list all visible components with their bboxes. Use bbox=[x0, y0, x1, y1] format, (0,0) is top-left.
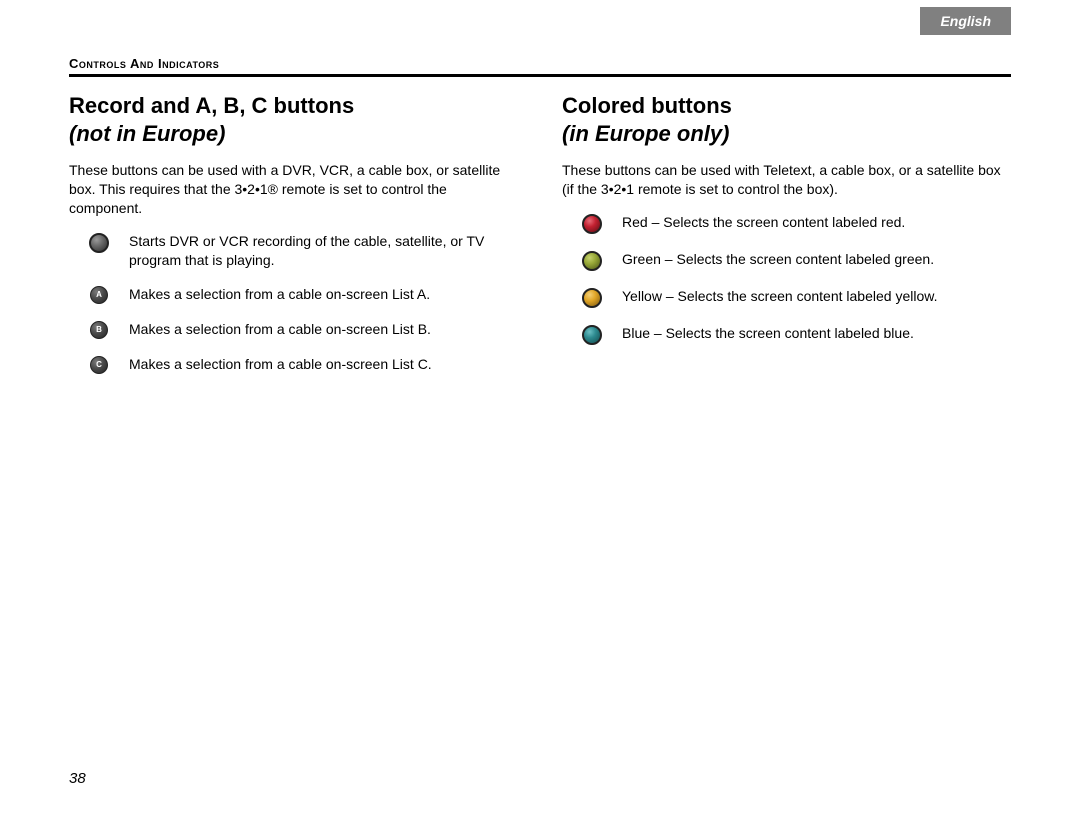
list-item: Red – Selects the screen content labeled… bbox=[562, 213, 1011, 234]
item-description: Yellow – Selects the screen content labe… bbox=[622, 287, 1011, 306]
color-button-icon bbox=[582, 288, 602, 308]
left-title: Record and A, B, C buttons (not in Europ… bbox=[69, 92, 518, 147]
list-item: Starts DVR or VCR recording of the cable… bbox=[69, 232, 518, 270]
icon-cell: C bbox=[69, 355, 129, 374]
language-tab: English bbox=[920, 7, 1011, 35]
color-button-icon bbox=[89, 233, 109, 253]
title-line1: Record and A, B, C buttons bbox=[69, 93, 354, 118]
list-item: A Makes a selection from a cable on-scree… bbox=[69, 285, 518, 304]
list-item: Green – Selects the screen content label… bbox=[562, 250, 1011, 271]
right-items: Red – Selects the screen content labeled… bbox=[562, 213, 1011, 345]
left-items: Starts DVR or VCR recording of the cable… bbox=[69, 232, 518, 375]
icon-cell bbox=[562, 324, 622, 345]
list-item: Yellow – Selects the screen content labe… bbox=[562, 287, 1011, 308]
item-description: Makes a selection from a cable on-screen… bbox=[129, 320, 518, 339]
right-title: Colored buttons (in Europe only) bbox=[562, 92, 1011, 147]
icon-cell bbox=[562, 250, 622, 271]
button-a-icon: A bbox=[90, 286, 108, 304]
content-columns: Record and A, B, C buttons (not in Europ… bbox=[69, 92, 1011, 390]
page-number: 38 bbox=[69, 770, 86, 787]
item-description: Starts DVR or VCR recording of the cable… bbox=[129, 232, 518, 270]
right-intro: These buttons can be used with Teletext,… bbox=[562, 161, 1011, 199]
color-button-icon bbox=[582, 325, 602, 345]
list-item: B Makes a selection from a cable on-scree… bbox=[69, 320, 518, 339]
icon-cell: B bbox=[69, 320, 129, 339]
item-description: Makes a selection from a cable on-screen… bbox=[129, 285, 518, 304]
left-intro: These buttons can be used with a DVR, VC… bbox=[69, 161, 518, 218]
color-button-icon bbox=[582, 214, 602, 234]
button-c-icon: C bbox=[90, 356, 108, 374]
title-line2-text: in Europe only) bbox=[569, 121, 729, 146]
list-item: Blue – Selects the screen content labele… bbox=[562, 324, 1011, 345]
list-item: C Makes a selection from a cable on-scree… bbox=[69, 355, 518, 374]
divider bbox=[69, 74, 1011, 77]
item-description: Green – Selects the screen content label… bbox=[622, 250, 1011, 269]
item-description: Blue – Selects the screen content labele… bbox=[622, 324, 1011, 343]
title-line2-text: not in Europe) bbox=[76, 121, 225, 146]
color-button-icon bbox=[582, 251, 602, 271]
icon-cell bbox=[69, 232, 129, 253]
right-column: Colored buttons (in Europe only) These b… bbox=[562, 92, 1011, 390]
icon-cell: A bbox=[69, 285, 129, 304]
icon-cell bbox=[562, 213, 622, 234]
left-column: Record and A, B, C buttons (not in Europ… bbox=[69, 92, 518, 390]
icon-cell bbox=[562, 287, 622, 308]
item-description: Red – Selects the screen content labeled… bbox=[622, 213, 1011, 232]
button-b-icon: B bbox=[90, 321, 108, 339]
item-description: Makes a selection from a cable on-screen… bbox=[129, 355, 518, 374]
title-line1: Colored buttons bbox=[562, 93, 732, 118]
section-label: Controls And Indicators bbox=[69, 56, 219, 71]
